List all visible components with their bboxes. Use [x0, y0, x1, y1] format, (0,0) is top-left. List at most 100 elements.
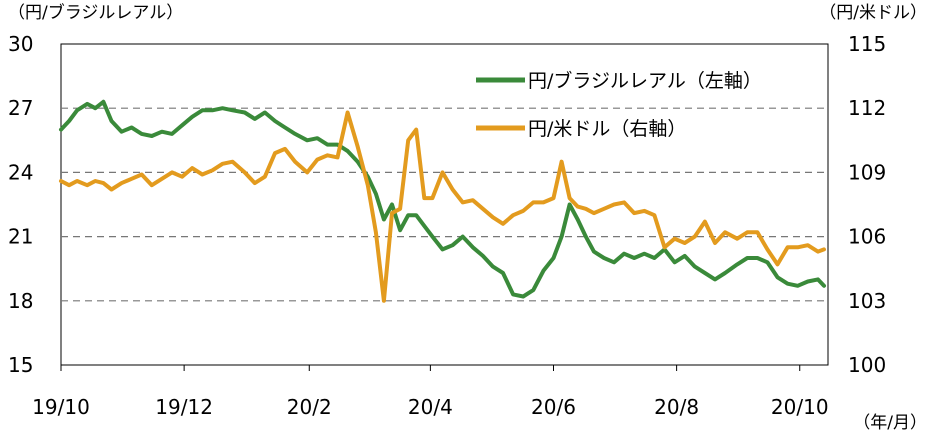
- right-tick-label: 109: [848, 160, 886, 184]
- data-point-usd: [283, 147, 287, 151]
- x-tick-label: 20/10: [771, 395, 829, 419]
- data-point-usd: [511, 213, 515, 217]
- data-point-brl: [632, 256, 636, 260]
- data-point-usd: [263, 175, 267, 179]
- legend-label-usd: 円/米ドル（右軸）: [528, 118, 686, 140]
- data-point-usd: [422, 196, 426, 200]
- left-tick-label: 24: [8, 160, 33, 184]
- data-point-usd: [501, 222, 505, 226]
- data-point-brl: [511, 292, 515, 296]
- data-point-brl: [440, 247, 445, 251]
- data-point-usd: [414, 128, 418, 132]
- data-point-usd: [622, 200, 626, 204]
- data-point-brl: [796, 284, 800, 288]
- data-point-brl: [374, 192, 378, 196]
- data-point-usd: [568, 196, 572, 200]
- right-axis-ticks: 100 103 106 109 112 115: [848, 32, 886, 377]
- data-point-usd: [67, 183, 71, 187]
- data-point-brl: [430, 235, 434, 239]
- data-point-usd: [382, 299, 386, 303]
- data-point-brl: [602, 256, 606, 260]
- data-point-usd: [652, 213, 657, 217]
- right-axis-unit: （円/米ドル）: [819, 3, 927, 23]
- data-point-brl: [356, 160, 360, 164]
- data-point-brl: [806, 279, 810, 284]
- data-point-usd: [253, 181, 257, 185]
- data-point-brl: [200, 108, 204, 112]
- data-point-usd: [755, 230, 760, 234]
- data-point-usd: [346, 110, 350, 115]
- data-point-brl: [190, 115, 194, 119]
- data-point-usd: [816, 250, 820, 254]
- data-point-brl: [382, 217, 386, 222]
- data-point-usd: [481, 207, 485, 211]
- left-tick-label: 18: [8, 289, 33, 313]
- data-point-usd: [642, 209, 646, 213]
- data-point-usd: [109, 187, 114, 192]
- data-point-brl: [390, 202, 394, 207]
- data-point-brl: [568, 202, 572, 207]
- x-tick-label: 20/8: [654, 395, 699, 419]
- data-point-usd: [220, 162, 225, 166]
- data-point-brl: [775, 275, 780, 279]
- data-point-brl: [735, 262, 739, 266]
- data-point-brl: [59, 128, 63, 132]
- data-point-usd: [210, 168, 214, 172]
- data-point-brl: [220, 106, 225, 110]
- data-point-usd: [293, 160, 297, 164]
- data-point-usd: [723, 230, 727, 234]
- data-point-brl: [765, 260, 770, 264]
- data-point-brl: [160, 130, 164, 134]
- data-point-usd: [745, 230, 749, 234]
- data-point-usd: [471, 198, 475, 202]
- data-point-usd: [406, 138, 410, 142]
- data-point-usd: [806, 243, 810, 247]
- data-point-brl: [263, 110, 267, 115]
- data-point-brl: [584, 235, 588, 239]
- series-lines: [59, 99, 826, 303]
- plot-frame: [60, 43, 829, 366]
- data-point-usd: [93, 179, 97, 183]
- data-point-brl: [231, 108, 235, 112]
- data-point-brl: [622, 252, 626, 256]
- data-point-brl: [293, 132, 297, 136]
- data-point-brl: [398, 228, 402, 232]
- data-point-brl: [101, 100, 105, 104]
- data-point-usd: [430, 196, 434, 200]
- data-point-usd: [130, 177, 134, 181]
- data-point-brl: [140, 132, 144, 136]
- data-point-brl: [75, 108, 79, 112]
- data-point-usd: [231, 160, 235, 164]
- data-point-usd: [703, 220, 707, 224]
- data-point-usd: [713, 241, 717, 245]
- data-point-usd: [59, 179, 63, 183]
- data-point-usd: [440, 170, 445, 174]
- data-point-brl: [93, 106, 97, 110]
- data-point-brl: [745, 256, 749, 260]
- x-tick-label: 20/4: [408, 395, 453, 419]
- data-point-brl: [612, 260, 616, 264]
- left-tick-label: 30: [8, 32, 33, 56]
- data-point-usd: [451, 187, 455, 192]
- data-point-brl: [325, 143, 329, 147]
- data-point-usd: [560, 160, 564, 164]
- data-point-brl: [723, 271, 727, 275]
- data-point-brl: [786, 282, 790, 286]
- data-point-usd: [180, 175, 184, 179]
- data-point-usd: [662, 245, 667, 249]
- data-point-brl: [531, 288, 535, 292]
- data-point-usd: [101, 181, 105, 185]
- data-point-brl: [576, 217, 580, 222]
- data-point-usd: [273, 151, 277, 155]
- right-tick-label: 115: [848, 32, 886, 56]
- data-point-brl: [315, 136, 319, 140]
- data-point-usd: [531, 200, 535, 204]
- data-point-usd: [683, 241, 687, 245]
- data-point-brl: [243, 110, 247, 115]
- x-axis-ticks: 19/10 19/12 20/2 20/4 20/6 20/8 20/10: [32, 365, 829, 419]
- data-point-usd: [200, 172, 204, 177]
- data-point-usd: [592, 211, 596, 215]
- x-tick-label: 19/12: [155, 395, 213, 419]
- data-point-brl: [491, 265, 495, 269]
